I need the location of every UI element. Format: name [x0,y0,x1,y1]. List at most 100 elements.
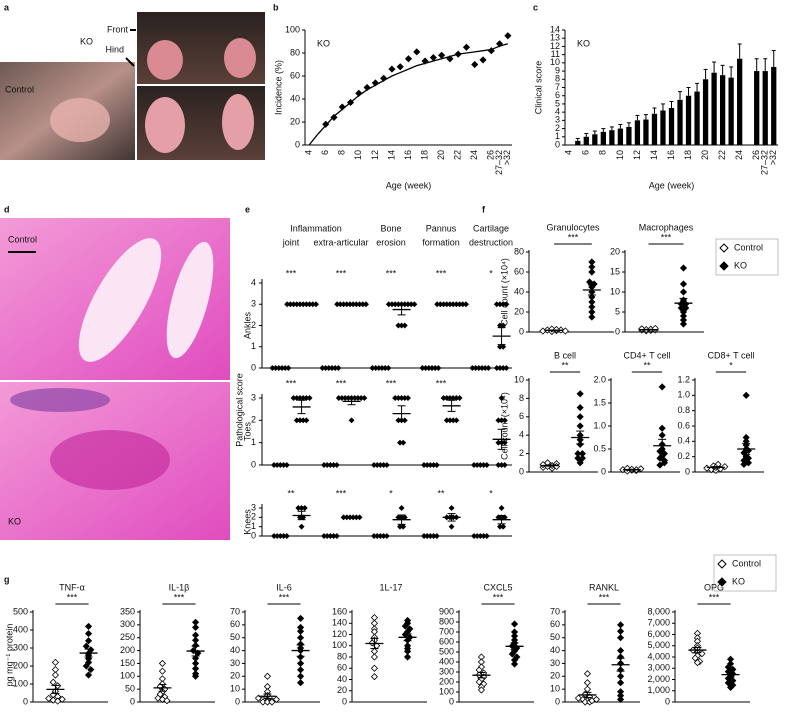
point [84,622,93,630]
y-axis-label: Cell count (×10⁴) [499,392,509,460]
y-tick-label: 5 [615,306,620,316]
point [574,694,583,702]
annotation: KO [577,38,590,48]
point [383,533,390,539]
photo-label: KO [8,516,21,526]
y-tick-label: 20 [230,671,240,681]
point [285,365,292,371]
legend-label: Control [732,558,761,568]
x-tick-label: 26 [486,150,496,160]
point [296,627,305,635]
y-tick-label: 3,000 [647,663,670,673]
significance: *** [336,268,347,278]
y-tick-label: 40 [514,286,524,296]
point [501,417,508,424]
y-tick-label: 2 [555,123,560,133]
significance: *** [336,378,347,388]
point [616,627,625,635]
subplot-title: CD8+ T cell [708,350,755,360]
point [658,424,666,432]
point [411,301,418,308]
significance: *** [661,232,672,242]
point [576,459,584,467]
photo-label: Front [107,24,129,34]
x-tick-label: 12 [370,150,380,160]
y-tick-label: 4 [519,430,524,440]
row-label: Ankles [242,311,252,339]
point [693,659,702,667]
column-header: Inflammation [290,223,342,233]
column-label: Pannus [426,223,457,233]
y-tick-label: 0.5 [593,443,606,453]
point [616,621,625,629]
y-tick-label: 6,000 [647,629,670,639]
y-tick-label: 0 [555,696,560,706]
y-tick-label: 200 [439,676,454,686]
point [435,365,442,371]
point [303,417,310,424]
photo-detail [145,97,185,153]
bar [754,71,760,145]
point [438,51,446,59]
significance: * [489,488,493,498]
point [330,113,338,121]
point [296,666,305,674]
photo-detail [50,430,170,490]
y-tick-label: 0 [555,139,560,149]
y-axis-label: Clinical score [533,61,543,115]
row-label: Knees [242,509,252,535]
y-tick-label: 1.0 [677,390,690,400]
point [404,55,413,63]
y-tick-label: 60 [290,70,300,80]
point [456,395,463,401]
point [400,439,407,446]
y-tick-label: 30 [230,658,240,668]
y-tick-label: 14 [550,24,560,34]
subplot-title: IL-1β [169,582,190,592]
point [658,383,666,391]
point [338,103,346,111]
point [191,623,200,631]
point [724,679,732,687]
bar [668,108,675,145]
point [578,450,586,458]
legend-swatch [717,577,727,587]
point [49,678,57,686]
y-tick-label: 10 [550,57,560,67]
significance: *** [568,232,579,242]
point [433,533,440,539]
point [335,365,342,371]
point [313,301,319,308]
point [370,653,379,661]
point [49,696,57,704]
point [679,280,688,288]
row-label: Toes [242,421,252,441]
point [616,634,625,642]
panel-letter: f [482,204,486,214]
photo-label: Control [8,234,37,244]
legend-box [713,554,777,592]
y-tick-label: 3 [251,392,256,402]
y-tick-label: 100 [332,640,347,650]
x-tick-label: 6 [581,150,591,155]
point [363,83,371,92]
y-tick-label: 40 [230,645,240,655]
y-tick-label: 40 [337,674,347,684]
point [296,679,305,687]
significance: * [729,360,733,370]
legend-swatch [719,261,729,271]
point [742,391,750,399]
point [504,32,512,40]
bar [600,131,606,145]
photo-detail [10,388,110,412]
y-axis-label: Pathological score [234,373,244,447]
point [448,505,455,511]
x-axis-label: Age (week) [649,180,695,190]
y-tick-label: 20 [514,306,524,316]
bar [771,66,777,145]
bar [643,119,649,145]
y-axis-label: Cell count (×10⁴) [499,258,509,326]
y-tick-label: 11 [551,49,560,59]
y-tick-label: 500 [439,646,454,656]
point [306,395,313,401]
